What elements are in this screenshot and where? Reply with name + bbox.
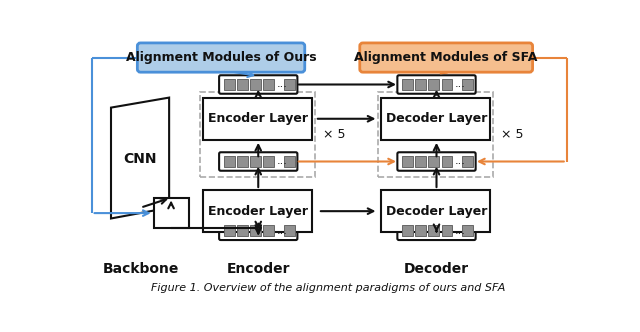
FancyBboxPatch shape xyxy=(204,190,312,232)
Text: Encoder Layer: Encoder Layer xyxy=(208,112,308,125)
FancyBboxPatch shape xyxy=(250,156,261,167)
Text: Decoder Layer: Decoder Layer xyxy=(386,112,487,125)
Text: Figure 1. Overview of the alignment paradigms of ours and SFA: Figure 1. Overview of the alignment para… xyxy=(151,283,505,293)
Text: ...: ... xyxy=(276,156,287,167)
FancyBboxPatch shape xyxy=(263,156,274,167)
FancyBboxPatch shape xyxy=(397,221,476,240)
Text: CNN: CNN xyxy=(123,152,156,166)
Text: × 5: × 5 xyxy=(501,128,524,141)
Text: ...: ... xyxy=(276,79,287,90)
FancyBboxPatch shape xyxy=(397,152,476,171)
FancyBboxPatch shape xyxy=(263,79,274,90)
FancyBboxPatch shape xyxy=(219,75,298,94)
FancyBboxPatch shape xyxy=(224,156,235,167)
FancyBboxPatch shape xyxy=(463,225,474,236)
FancyBboxPatch shape xyxy=(415,79,426,90)
Text: Decoder Layer: Decoder Layer xyxy=(386,205,487,218)
FancyBboxPatch shape xyxy=(402,156,413,167)
FancyBboxPatch shape xyxy=(284,156,295,167)
FancyBboxPatch shape xyxy=(442,225,452,236)
FancyBboxPatch shape xyxy=(463,79,474,90)
FancyBboxPatch shape xyxy=(237,225,248,236)
FancyBboxPatch shape xyxy=(284,225,295,236)
FancyBboxPatch shape xyxy=(397,75,476,94)
FancyBboxPatch shape xyxy=(428,79,439,90)
FancyBboxPatch shape xyxy=(250,225,261,236)
FancyBboxPatch shape xyxy=(138,43,305,72)
FancyBboxPatch shape xyxy=(360,43,532,72)
Polygon shape xyxy=(111,98,169,218)
FancyBboxPatch shape xyxy=(402,79,413,90)
FancyBboxPatch shape xyxy=(428,225,439,236)
Text: Alignment Modules of SFA: Alignment Modules of SFA xyxy=(355,51,538,64)
FancyBboxPatch shape xyxy=(224,225,235,236)
FancyBboxPatch shape xyxy=(381,98,490,140)
FancyBboxPatch shape xyxy=(224,79,235,90)
Text: Backbone: Backbone xyxy=(102,262,179,276)
FancyBboxPatch shape xyxy=(263,225,274,236)
FancyBboxPatch shape xyxy=(250,79,261,90)
Text: ...: ... xyxy=(454,79,465,90)
Text: Encoder: Encoder xyxy=(227,262,290,276)
Text: × 5: × 5 xyxy=(323,128,345,141)
Text: Decoder: Decoder xyxy=(404,262,469,276)
Text: Encoder Layer: Encoder Layer xyxy=(208,205,308,218)
FancyBboxPatch shape xyxy=(442,79,452,90)
Text: ...: ... xyxy=(454,226,465,236)
Text: ...: ... xyxy=(454,156,465,167)
FancyBboxPatch shape xyxy=(428,156,439,167)
FancyBboxPatch shape xyxy=(219,152,298,171)
FancyBboxPatch shape xyxy=(381,190,490,232)
FancyBboxPatch shape xyxy=(237,79,248,90)
FancyBboxPatch shape xyxy=(442,156,452,167)
FancyBboxPatch shape xyxy=(402,225,413,236)
FancyBboxPatch shape xyxy=(415,156,426,167)
FancyBboxPatch shape xyxy=(219,221,298,240)
FancyBboxPatch shape xyxy=(204,98,312,140)
FancyBboxPatch shape xyxy=(415,225,426,236)
FancyBboxPatch shape xyxy=(237,156,248,167)
FancyBboxPatch shape xyxy=(154,198,189,228)
FancyBboxPatch shape xyxy=(284,79,295,90)
FancyBboxPatch shape xyxy=(463,156,474,167)
Text: ...: ... xyxy=(276,226,287,236)
Text: Alignment Modules of Ours: Alignment Modules of Ours xyxy=(125,51,316,64)
